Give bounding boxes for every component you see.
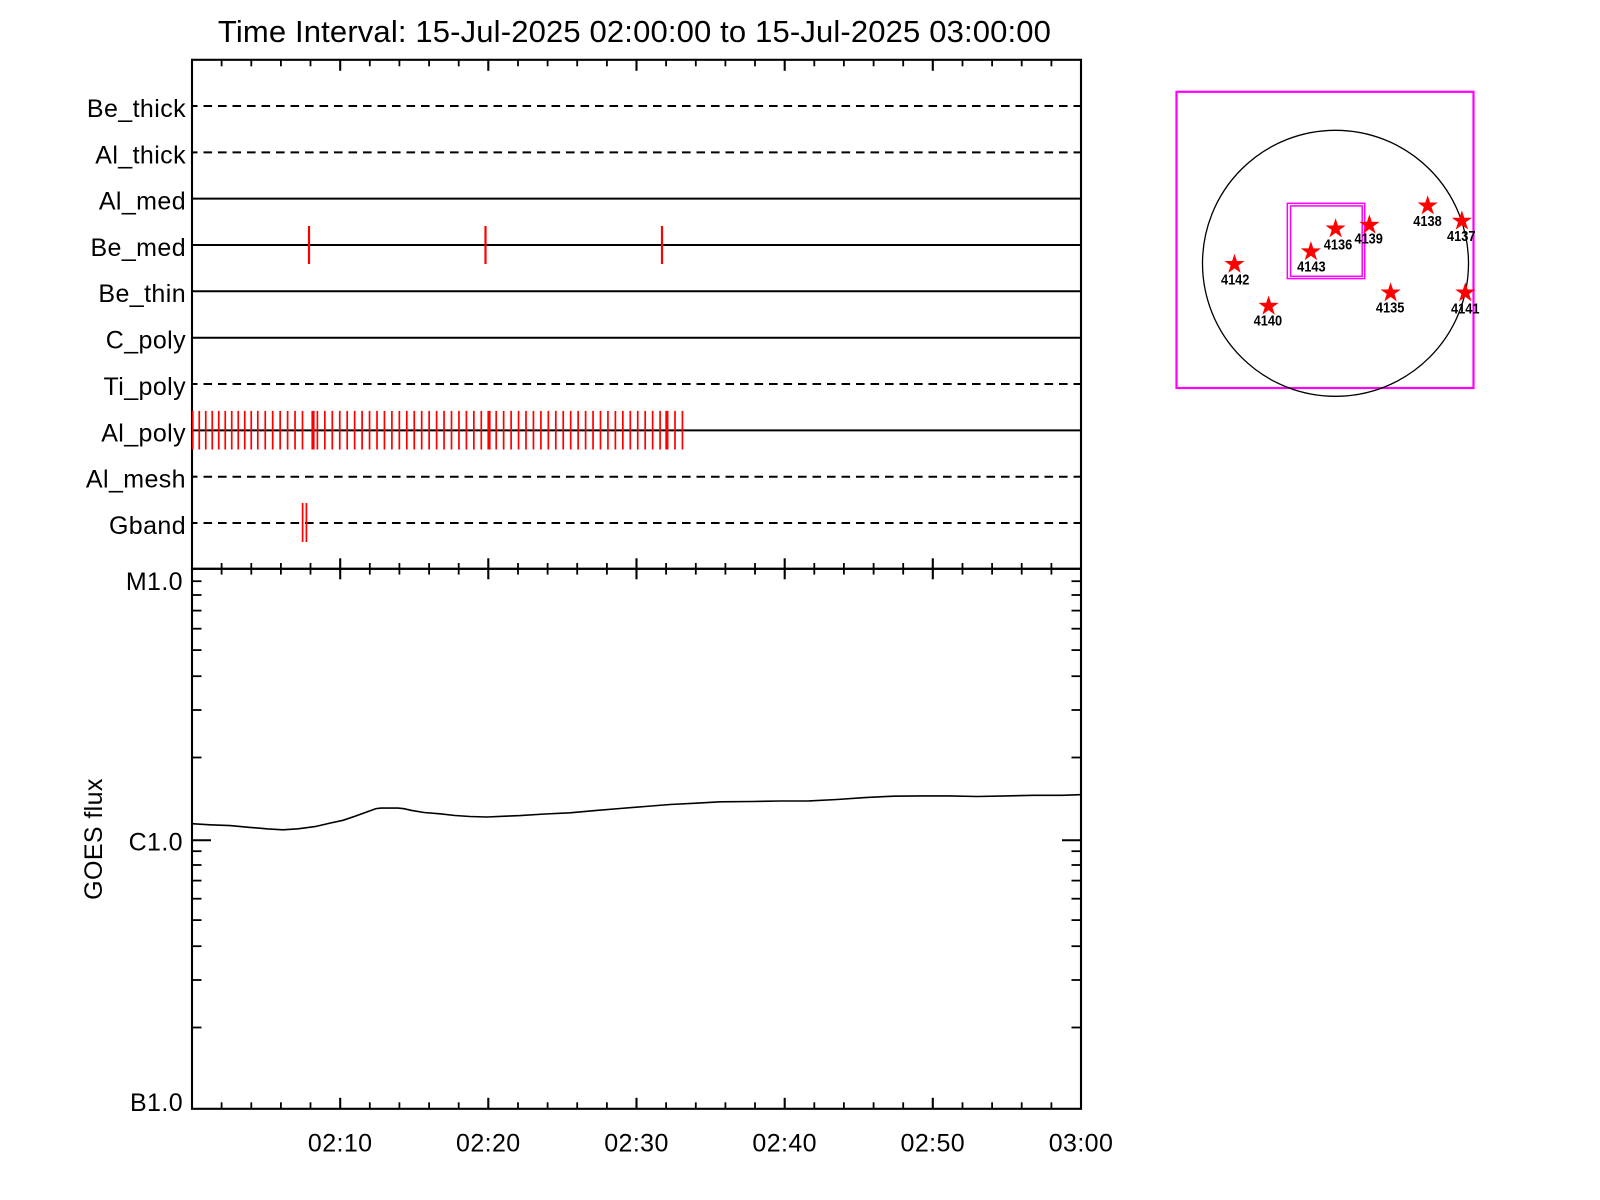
svg-text:4140: 4140: [1254, 312, 1283, 329]
svg-text:Be_thick: Be_thick: [87, 95, 186, 123]
svg-text:4138: 4138: [1413, 213, 1442, 230]
svg-text:02:40: 02:40: [752, 1130, 817, 1158]
svg-text:Gband: Gband: [109, 512, 186, 540]
svg-text:4141: 4141: [1451, 300, 1480, 317]
svg-text:02:50: 02:50: [901, 1130, 966, 1158]
svg-text:Be_thin: Be_thin: [98, 280, 186, 308]
svg-text:4136: 4136: [1324, 237, 1353, 254]
svg-text:4143: 4143: [1297, 259, 1326, 276]
svg-text:Al_mesh: Al_mesh: [86, 466, 186, 494]
svg-text:C_poly: C_poly: [106, 327, 186, 355]
svg-text:Al_poly: Al_poly: [101, 419, 186, 447]
svg-text:02:10: 02:10: [308, 1130, 373, 1158]
svg-text:GOES flux: GOES flux: [80, 778, 108, 900]
svg-text:03:00: 03:00: [1049, 1130, 1114, 1158]
svg-text:Be_med: Be_med: [90, 234, 186, 262]
svg-text:4142: 4142: [1221, 271, 1250, 288]
svg-text:Al_thick: Al_thick: [95, 141, 186, 169]
svg-text:Time Interval: 15-Jul-2025 02:: Time Interval: 15-Jul-2025 02:00:00 to 1…: [218, 14, 1051, 49]
svg-text:M1.0: M1.0: [126, 568, 183, 596]
svg-text:B1.0: B1.0: [130, 1089, 183, 1117]
svg-text:Ti_poly: Ti_poly: [104, 373, 187, 401]
svg-text:4137: 4137: [1447, 228, 1476, 245]
svg-text:Al_med: Al_med: [99, 188, 186, 216]
svg-text:02:30: 02:30: [604, 1130, 669, 1158]
svg-text:4135: 4135: [1376, 300, 1405, 317]
svg-text:02:20: 02:20: [456, 1130, 521, 1158]
svg-text:C1.0: C1.0: [129, 829, 183, 857]
svg-text:4139: 4139: [1354, 231, 1383, 248]
